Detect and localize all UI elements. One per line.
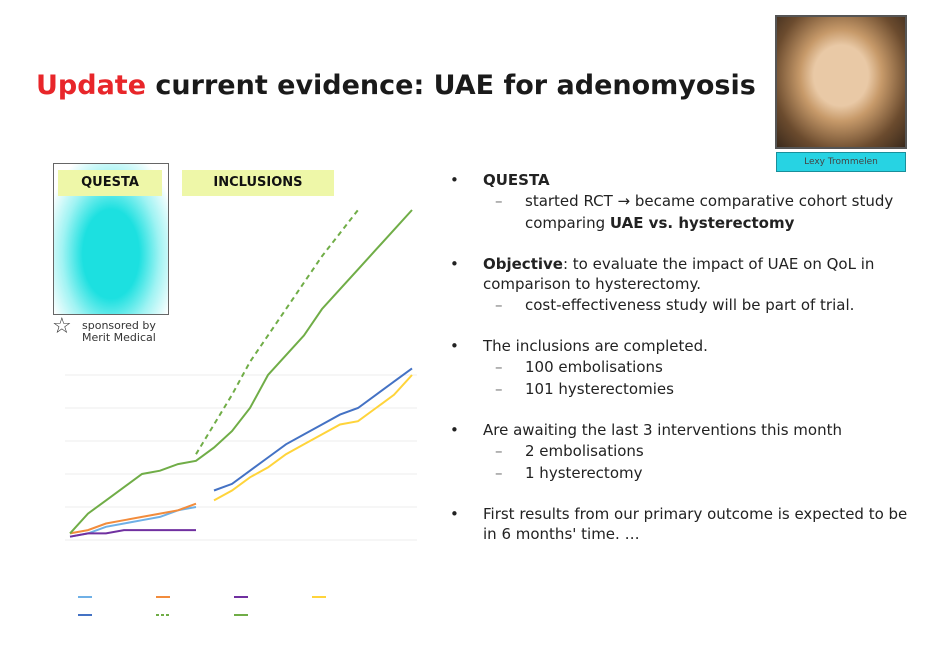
sub-bullet: cost-effectiveness study will be part of… bbox=[483, 294, 910, 316]
bullet: Are awaiting the last 3 interventions th… bbox=[450, 420, 910, 484]
sub-bullet: 1 hysterectomy bbox=[483, 462, 910, 484]
series-line bbox=[69, 502, 197, 535]
bullet: Objective: to evaluate the impact of UAE… bbox=[450, 254, 910, 316]
series-line bbox=[69, 209, 413, 535]
bullet-text: The inclusions are completed. bbox=[483, 336, 910, 356]
sub-text: 100 embolisations bbox=[525, 358, 663, 376]
bullet-body: The inclusions are completed. bbox=[483, 337, 708, 355]
bullet-body: Are awaiting the last 3 interventions th… bbox=[483, 421, 842, 439]
series-line bbox=[69, 529, 196, 538]
bullet: The inclusions are completed. 100 embolis… bbox=[450, 336, 910, 400]
title-rest: current evidence: UAE for adenomyosis bbox=[146, 70, 756, 101]
title-highlight: Update bbox=[36, 70, 147, 101]
bullet-label: QUESTA bbox=[483, 171, 550, 189]
sub-text: started RCT → became comparative cohort … bbox=[525, 192, 894, 232]
sub-text: 101 hysterectomies bbox=[525, 380, 674, 398]
bullet-label: Objective bbox=[483, 255, 563, 273]
bullet: QUESTA started RCT → became comparative c… bbox=[450, 170, 910, 234]
series-line bbox=[213, 367, 413, 492]
speaker-photo bbox=[775, 15, 907, 149]
tag: INCLUSIONS bbox=[182, 170, 334, 196]
bullet-text: Are awaiting the last 3 interventions th… bbox=[483, 420, 910, 440]
sub-text: 1 hysterectomy bbox=[525, 464, 643, 482]
sub-bullet: 2 embolisations bbox=[483, 440, 910, 462]
sub-bullet: started RCT → became comparative cohort … bbox=[483, 190, 910, 234]
series-line bbox=[213, 374, 413, 502]
bullet-body: First results from our primary outcome i… bbox=[483, 505, 908, 543]
sub-bullet: 100 embolisations bbox=[483, 356, 910, 378]
bullet-list: QUESTA started RCT → became comparative c… bbox=[450, 170, 910, 564]
bullet-text: QUESTA bbox=[483, 170, 910, 190]
bullet: First results from our primary outcome i… bbox=[450, 504, 910, 544]
sub-bold: UAE vs. hysterectomy bbox=[609, 214, 795, 232]
sub-text: 2 embolisations bbox=[525, 442, 644, 460]
sub-bullet: 101 hysterectomies bbox=[483, 378, 910, 400]
tag: QUESTA bbox=[58, 170, 162, 196]
bullet-text: Objective: to evaluate the impact of UAE… bbox=[483, 254, 910, 294]
bullet-body: : to evaluate the impact of UAE on QoL i… bbox=[483, 255, 875, 293]
sub-text: cost-effectiveness study will be part of… bbox=[525, 296, 855, 314]
slide-title: Update current evidence: UAE for adenomy… bbox=[36, 70, 756, 101]
star-icon: ☆ bbox=[52, 314, 72, 339]
series-line bbox=[195, 209, 359, 455]
bullet-text: First results from our primary outcome i… bbox=[483, 504, 910, 544]
sponsor-note: sponsored by Merit Medical bbox=[82, 319, 156, 344]
